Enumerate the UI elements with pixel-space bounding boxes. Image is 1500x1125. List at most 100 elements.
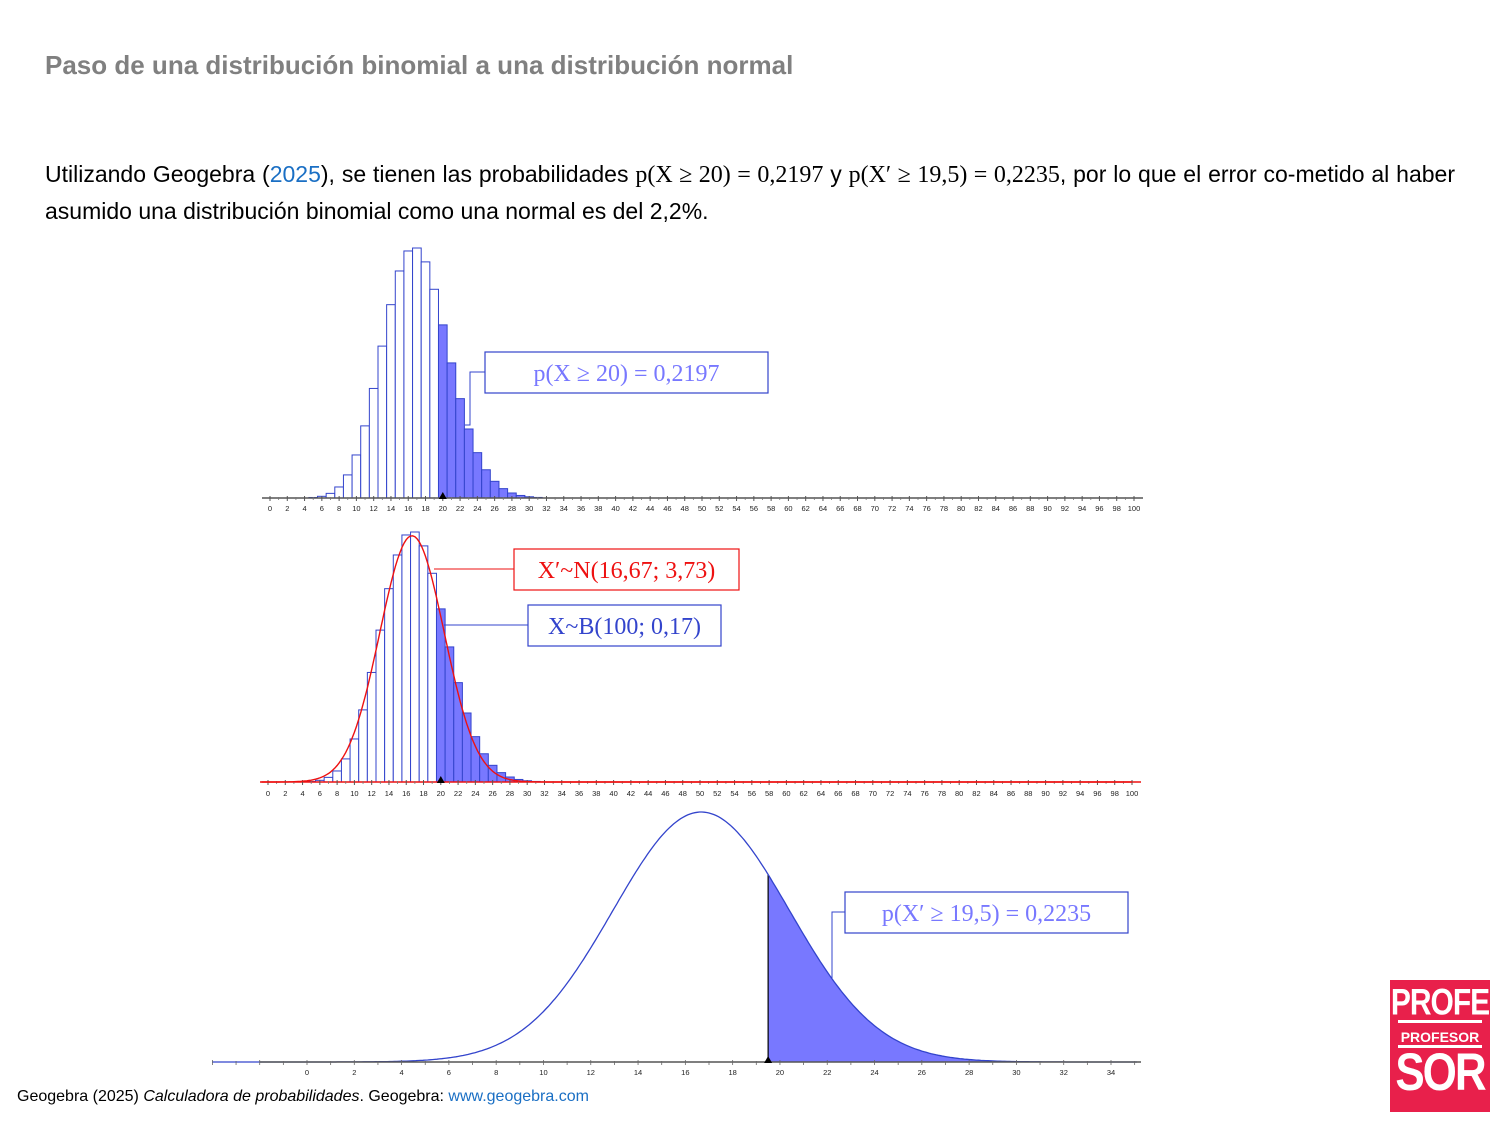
logo-line-1: PROFE bbox=[1390, 981, 1490, 1023]
annotation-binomial-prob: p(X ≥ 20) = 0,2197 bbox=[533, 361, 719, 387]
tick-label: 8 bbox=[335, 789, 339, 798]
page-title: Paso de una distribución binomial a una … bbox=[45, 50, 794, 80]
tick-label: 2 bbox=[285, 504, 289, 513]
tick-label: 22 bbox=[823, 1068, 831, 1077]
tick-label: 56 bbox=[750, 504, 758, 513]
bar-k-17 bbox=[412, 247, 422, 499]
tick-label: 14 bbox=[385, 789, 393, 798]
tick-label: 52 bbox=[713, 789, 721, 798]
tick-label: 68 bbox=[851, 789, 859, 798]
tick-label: 32 bbox=[540, 789, 548, 798]
tick-label: 36 bbox=[577, 504, 585, 513]
tick-label: 60 bbox=[782, 789, 790, 798]
tick-label: 2 bbox=[283, 789, 287, 798]
threshold-marker bbox=[438, 492, 447, 499]
binomial-chart-1: 0 2 4 6 8 10 12 14 16 18 20 22 24 26 28 30 32 34 36 38 40 42 4… bbox=[262, 247, 1143, 513]
tick-label: 82 bbox=[972, 789, 980, 798]
tick-label: 22 bbox=[454, 789, 462, 798]
annotation-normal-approx: X′~N(16,67; 3,73) bbox=[538, 558, 716, 584]
tick-label: 0 bbox=[268, 504, 272, 513]
tick-label: 24 bbox=[870, 1068, 878, 1077]
bar-k-11 bbox=[360, 425, 370, 499]
annotation-binomial-dist: X~B(100; 0,17) bbox=[548, 614, 701, 640]
tick-label: 12 bbox=[587, 1068, 595, 1077]
normal-chart: 0 2 4 6 8 10 12 14 16 18 20 22 24 26 28 30 32 34 bbox=[212, 811, 1141, 1077]
bar-k-24 bbox=[470, 736, 481, 783]
bar-k-9 bbox=[340, 758, 351, 783]
bar-k-25 bbox=[481, 469, 491, 499]
bar-k-14 bbox=[384, 588, 394, 783]
tick-label: 22 bbox=[456, 504, 464, 513]
tick-label: 48 bbox=[679, 789, 687, 798]
tick-label: 100 bbox=[1126, 789, 1139, 798]
tick-label: 24 bbox=[473, 504, 481, 513]
bar-k-19 bbox=[429, 288, 439, 499]
tick-label: 16 bbox=[402, 789, 410, 798]
tick-label: 34 bbox=[558, 789, 566, 798]
tick-label: 30 bbox=[525, 504, 533, 513]
tick-label: 96 bbox=[1093, 789, 1101, 798]
tick-label: 76 bbox=[920, 789, 928, 798]
tick-label: 4 bbox=[302, 504, 306, 513]
tick-label: 32 bbox=[1060, 1068, 1068, 1077]
tick-label: 80 bbox=[957, 504, 965, 513]
bar-k-12 bbox=[366, 671, 377, 783]
tick-label: 66 bbox=[834, 789, 842, 798]
tick-label: 12 bbox=[368, 789, 376, 798]
tick-label: 8 bbox=[494, 1068, 498, 1077]
bar-k-27 bbox=[498, 488, 509, 499]
bar-k-20 bbox=[437, 324, 448, 499]
tick-label: 32 bbox=[542, 504, 550, 513]
tick-label: 88 bbox=[1024, 789, 1032, 798]
annotation-binomial-prob-connector bbox=[465, 371, 485, 426]
bar-k-10 bbox=[351, 454, 362, 499]
tick-label: 4 bbox=[300, 789, 304, 798]
tick-label: 28 bbox=[508, 504, 516, 513]
bar-k-18 bbox=[420, 261, 431, 499]
reference-link[interactable]: 2025 bbox=[269, 161, 321, 187]
tick-label: 84 bbox=[990, 789, 998, 798]
footer-text-1: Geogebra (2025) bbox=[17, 1088, 144, 1105]
intro-text-3: y bbox=[823, 161, 849, 187]
bar-k-18 bbox=[418, 545, 429, 783]
bar-k-10 bbox=[349, 738, 360, 783]
bar-k-15 bbox=[394, 270, 405, 499]
tick-label: 56 bbox=[748, 789, 756, 798]
tick-label: 88 bbox=[1026, 504, 1034, 513]
bar-k-14 bbox=[386, 304, 396, 499]
tick-label: 90 bbox=[1043, 504, 1051, 513]
tick-label: 74 bbox=[905, 504, 913, 513]
tick-label: 94 bbox=[1078, 504, 1086, 513]
intro-text-4: , por lo que el error co-metido al haber… bbox=[45, 161, 1455, 224]
tick-label: 86 bbox=[1009, 504, 1017, 513]
tick-label: 38 bbox=[592, 789, 600, 798]
bar-k-19 bbox=[427, 572, 437, 783]
tick-label: 12 bbox=[370, 504, 378, 513]
normal-curve bbox=[212, 811, 1137, 1063]
bar-k-9 bbox=[342, 474, 353, 499]
tick-label: 62 bbox=[802, 504, 810, 513]
tick-label: 72 bbox=[886, 789, 894, 798]
tick-label: 82 bbox=[974, 504, 982, 513]
tick-label: 66 bbox=[836, 504, 844, 513]
tick-label: 78 bbox=[940, 504, 948, 513]
math-binomial-prob: p(X ≥ 20) = 0,2197 bbox=[635, 162, 824, 188]
tick-label: 20 bbox=[439, 504, 447, 513]
geogebra-link[interactable]: www.geogebra.com bbox=[448, 1088, 589, 1105]
tick-label: 74 bbox=[903, 789, 911, 798]
tick-label: 58 bbox=[767, 504, 775, 513]
logo-divider bbox=[1398, 1020, 1482, 1023]
bar-k-16 bbox=[403, 250, 414, 499]
tick-label: 80 bbox=[955, 789, 963, 798]
tick-label: 52 bbox=[715, 504, 723, 513]
tick-label: 18 bbox=[421, 504, 429, 513]
tick-label: 92 bbox=[1059, 789, 1067, 798]
bar-k-15 bbox=[392, 554, 403, 783]
tick-label: 16 bbox=[681, 1068, 689, 1077]
bar-k-13 bbox=[377, 345, 388, 499]
tick-label: 0 bbox=[266, 789, 270, 798]
tick-label: 40 bbox=[611, 504, 619, 513]
tick-label: 60 bbox=[784, 504, 792, 513]
tick-label: 30 bbox=[1012, 1068, 1020, 1077]
tick-label: 76 bbox=[922, 504, 930, 513]
